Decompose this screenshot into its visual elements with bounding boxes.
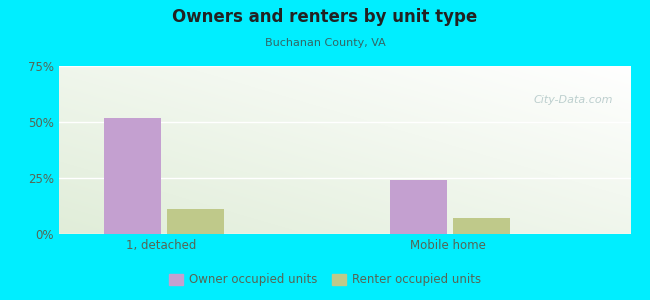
- Bar: [104, 118, 161, 234]
- Text: City-Data.com: City-Data.com: [534, 94, 614, 105]
- Bar: [390, 180, 447, 234]
- Text: Owners and renters by unit type: Owners and renters by unit type: [172, 8, 478, 26]
- Text: Buchanan County, VA: Buchanan County, VA: [265, 38, 385, 47]
- Bar: [453, 218, 510, 234]
- Legend: Owner occupied units, Renter occupied units: Owner occupied units, Renter occupied un…: [164, 269, 486, 291]
- Bar: [167, 209, 224, 234]
